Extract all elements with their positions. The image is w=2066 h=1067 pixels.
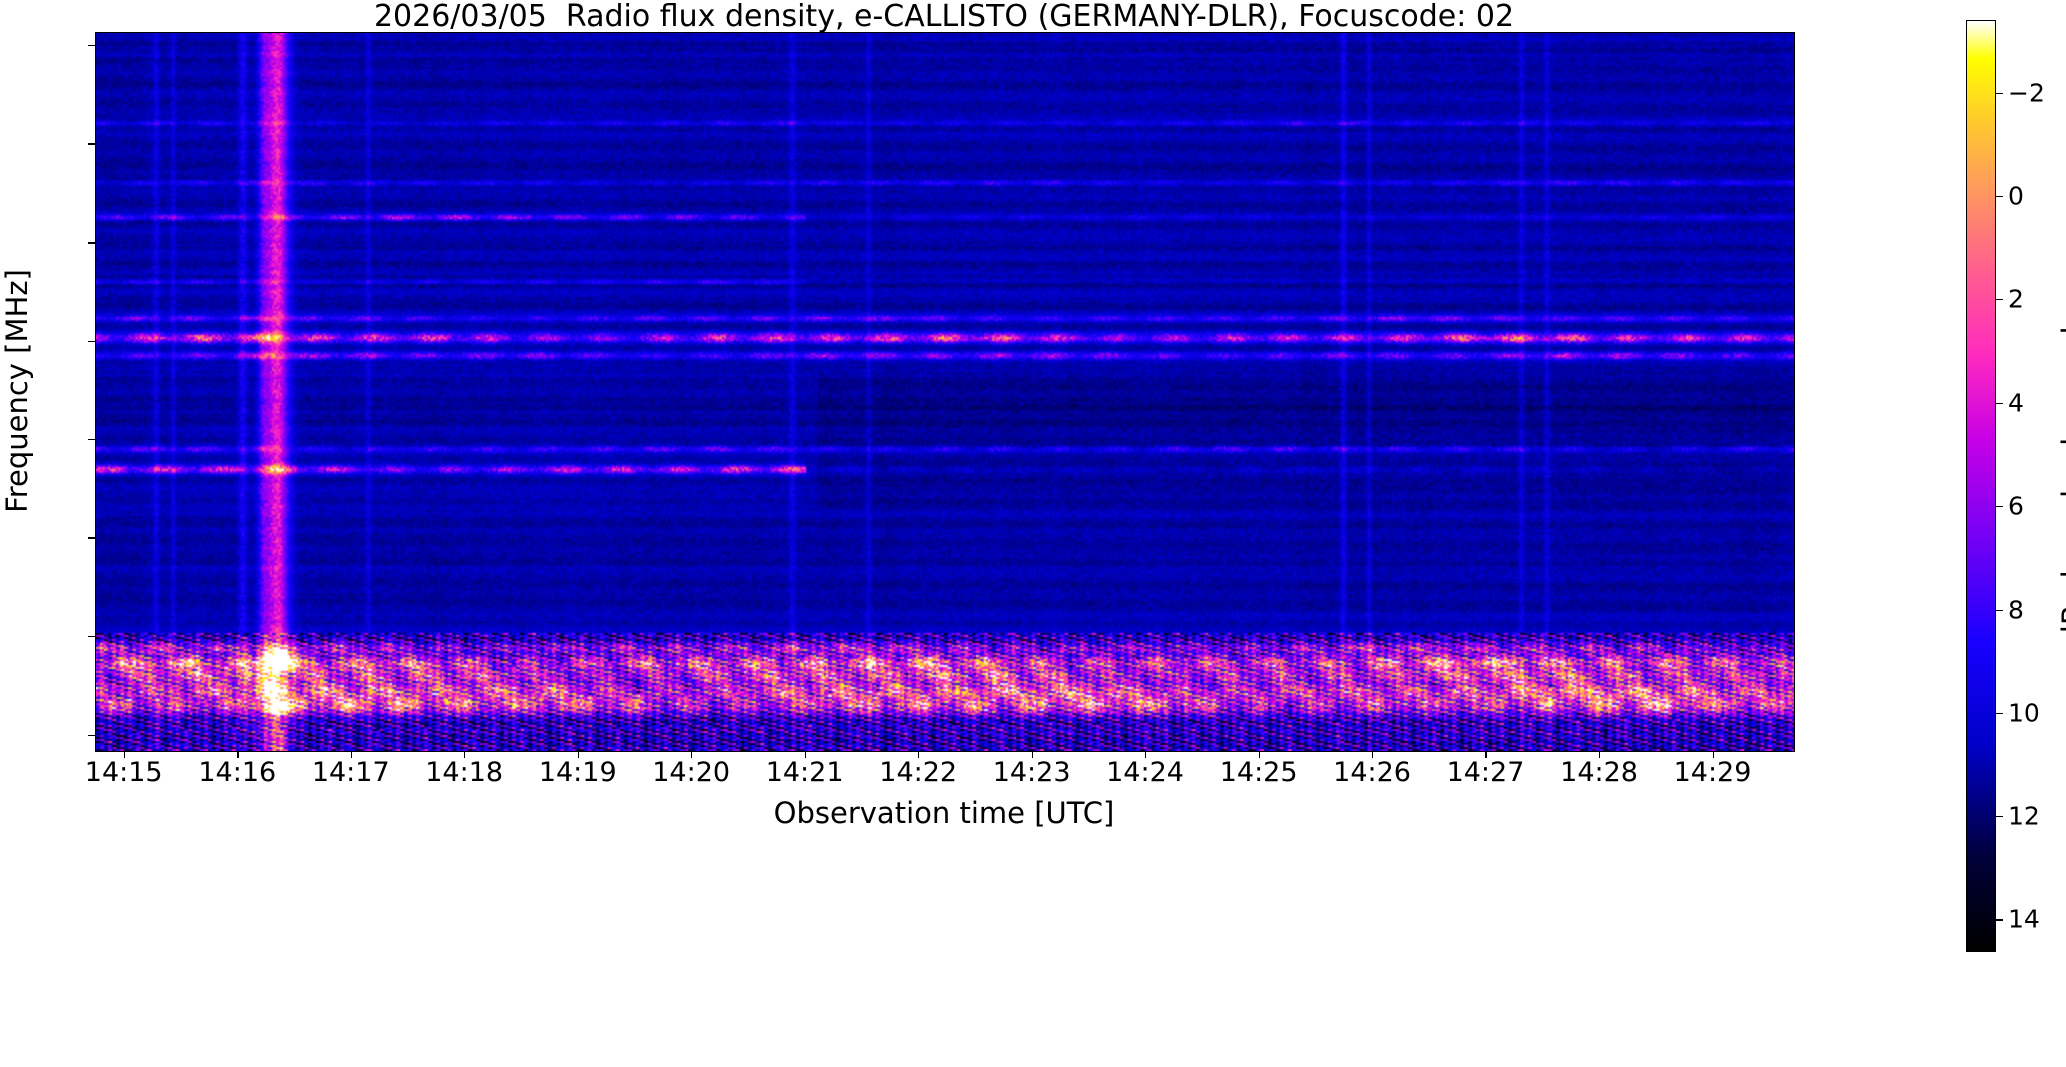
colorbar-label: dB above background [2056, 326, 2066, 644]
x-tick-mark [123, 751, 125, 758]
x-tick-mark [237, 751, 239, 758]
x-tick-mark [691, 751, 693, 758]
colorbar-tick-mark [1996, 92, 2003, 94]
colorbar-tick-mark [1996, 299, 2003, 301]
x-tick-mark [1712, 751, 1714, 758]
y-tick-mark [88, 340, 95, 343]
colorbar-tick-label: 12 [2008, 801, 2040, 831]
colorbar[interactable] [1966, 20, 1996, 952]
x-tick-mark [350, 751, 353, 758]
colorbar-tick-label: 0 [2008, 181, 2024, 211]
y-axis-label: Frequency [MHz] [0, 269, 34, 513]
x-tick-mark [464, 751, 466, 758]
colorbar-tick-mark [1996, 402, 2003, 404]
colorbar-tick-mark [1996, 505, 2003, 508]
x-tick-label: 14:25 [1219, 757, 1298, 788]
x-tick-label: 14:21 [765, 757, 844, 788]
y-tick-mark [88, 734, 95, 737]
spectrogram-axes[interactable] [95, 32, 1795, 752]
x-tick-label: 14:23 [992, 757, 1071, 788]
spectrogram-image [96, 33, 1794, 751]
x-tick-mark [1372, 751, 1374, 758]
colorbar-tick-label: 10 [2008, 698, 2040, 728]
x-tick-label: 14:17 [311, 757, 390, 788]
x-tick-label: 14:29 [1673, 757, 1752, 788]
x-tick-label: 14:18 [425, 757, 504, 788]
colorbar-tick-label: 2 [2008, 284, 2024, 314]
y-tick-mark [88, 143, 95, 145]
y-tick-mark [88, 439, 95, 441]
x-tick-label: 14:22 [879, 757, 958, 788]
x-tick-label: 14:19 [538, 757, 617, 788]
y-tick-mark [88, 635, 95, 638]
y-tick-mark [88, 242, 95, 244]
x-tick-label: 14:15 [84, 757, 163, 788]
x-tick-mark [804, 751, 806, 758]
colorbar-gradient [1967, 21, 1995, 951]
x-tick-mark [918, 751, 920, 758]
colorbar-tick-label: −2 [2008, 78, 2045, 108]
colorbar-tick-mark [1996, 195, 2003, 198]
x-tick-label: 14:16 [198, 757, 277, 788]
x-tick-label: 14:27 [1446, 757, 1525, 788]
x-axis-label: Observation time [UTC] [773, 796, 1115, 830]
x-tick-mark [1599, 751, 1601, 758]
x-tick-label: 14:28 [1560, 757, 1638, 788]
x-tick-mark [577, 751, 580, 758]
colorbar-tick-mark [1996, 712, 2003, 715]
colorbar-tick-label: 14 [2008, 904, 2040, 934]
y-tick-mark [88, 537, 95, 539]
colorbar-tick-label: 8 [2008, 595, 2024, 625]
y-tick-mark [88, 44, 95, 47]
x-tick-label: 14:26 [1333, 757, 1411, 788]
page-title: 2026/03/05 Radio flux density, e-CALLIST… [373, 0, 1515, 34]
colorbar-tick-mark [1996, 816, 2003, 818]
x-tick-mark [1031, 751, 1033, 758]
colorbar-tick-label: 6 [2008, 491, 2024, 521]
colorbar-tick-mark [1996, 919, 2003, 921]
x-tick-mark [1485, 751, 1487, 758]
colorbar-tick-label: 4 [2008, 388, 2024, 418]
colorbar-tick-mark [1996, 609, 2003, 611]
x-tick-mark [1258, 751, 1260, 758]
x-tick-label: 14:20 [652, 757, 731, 788]
x-tick-mark [1145, 751, 1147, 758]
x-tick-label: 14:24 [1106, 757, 1184, 788]
